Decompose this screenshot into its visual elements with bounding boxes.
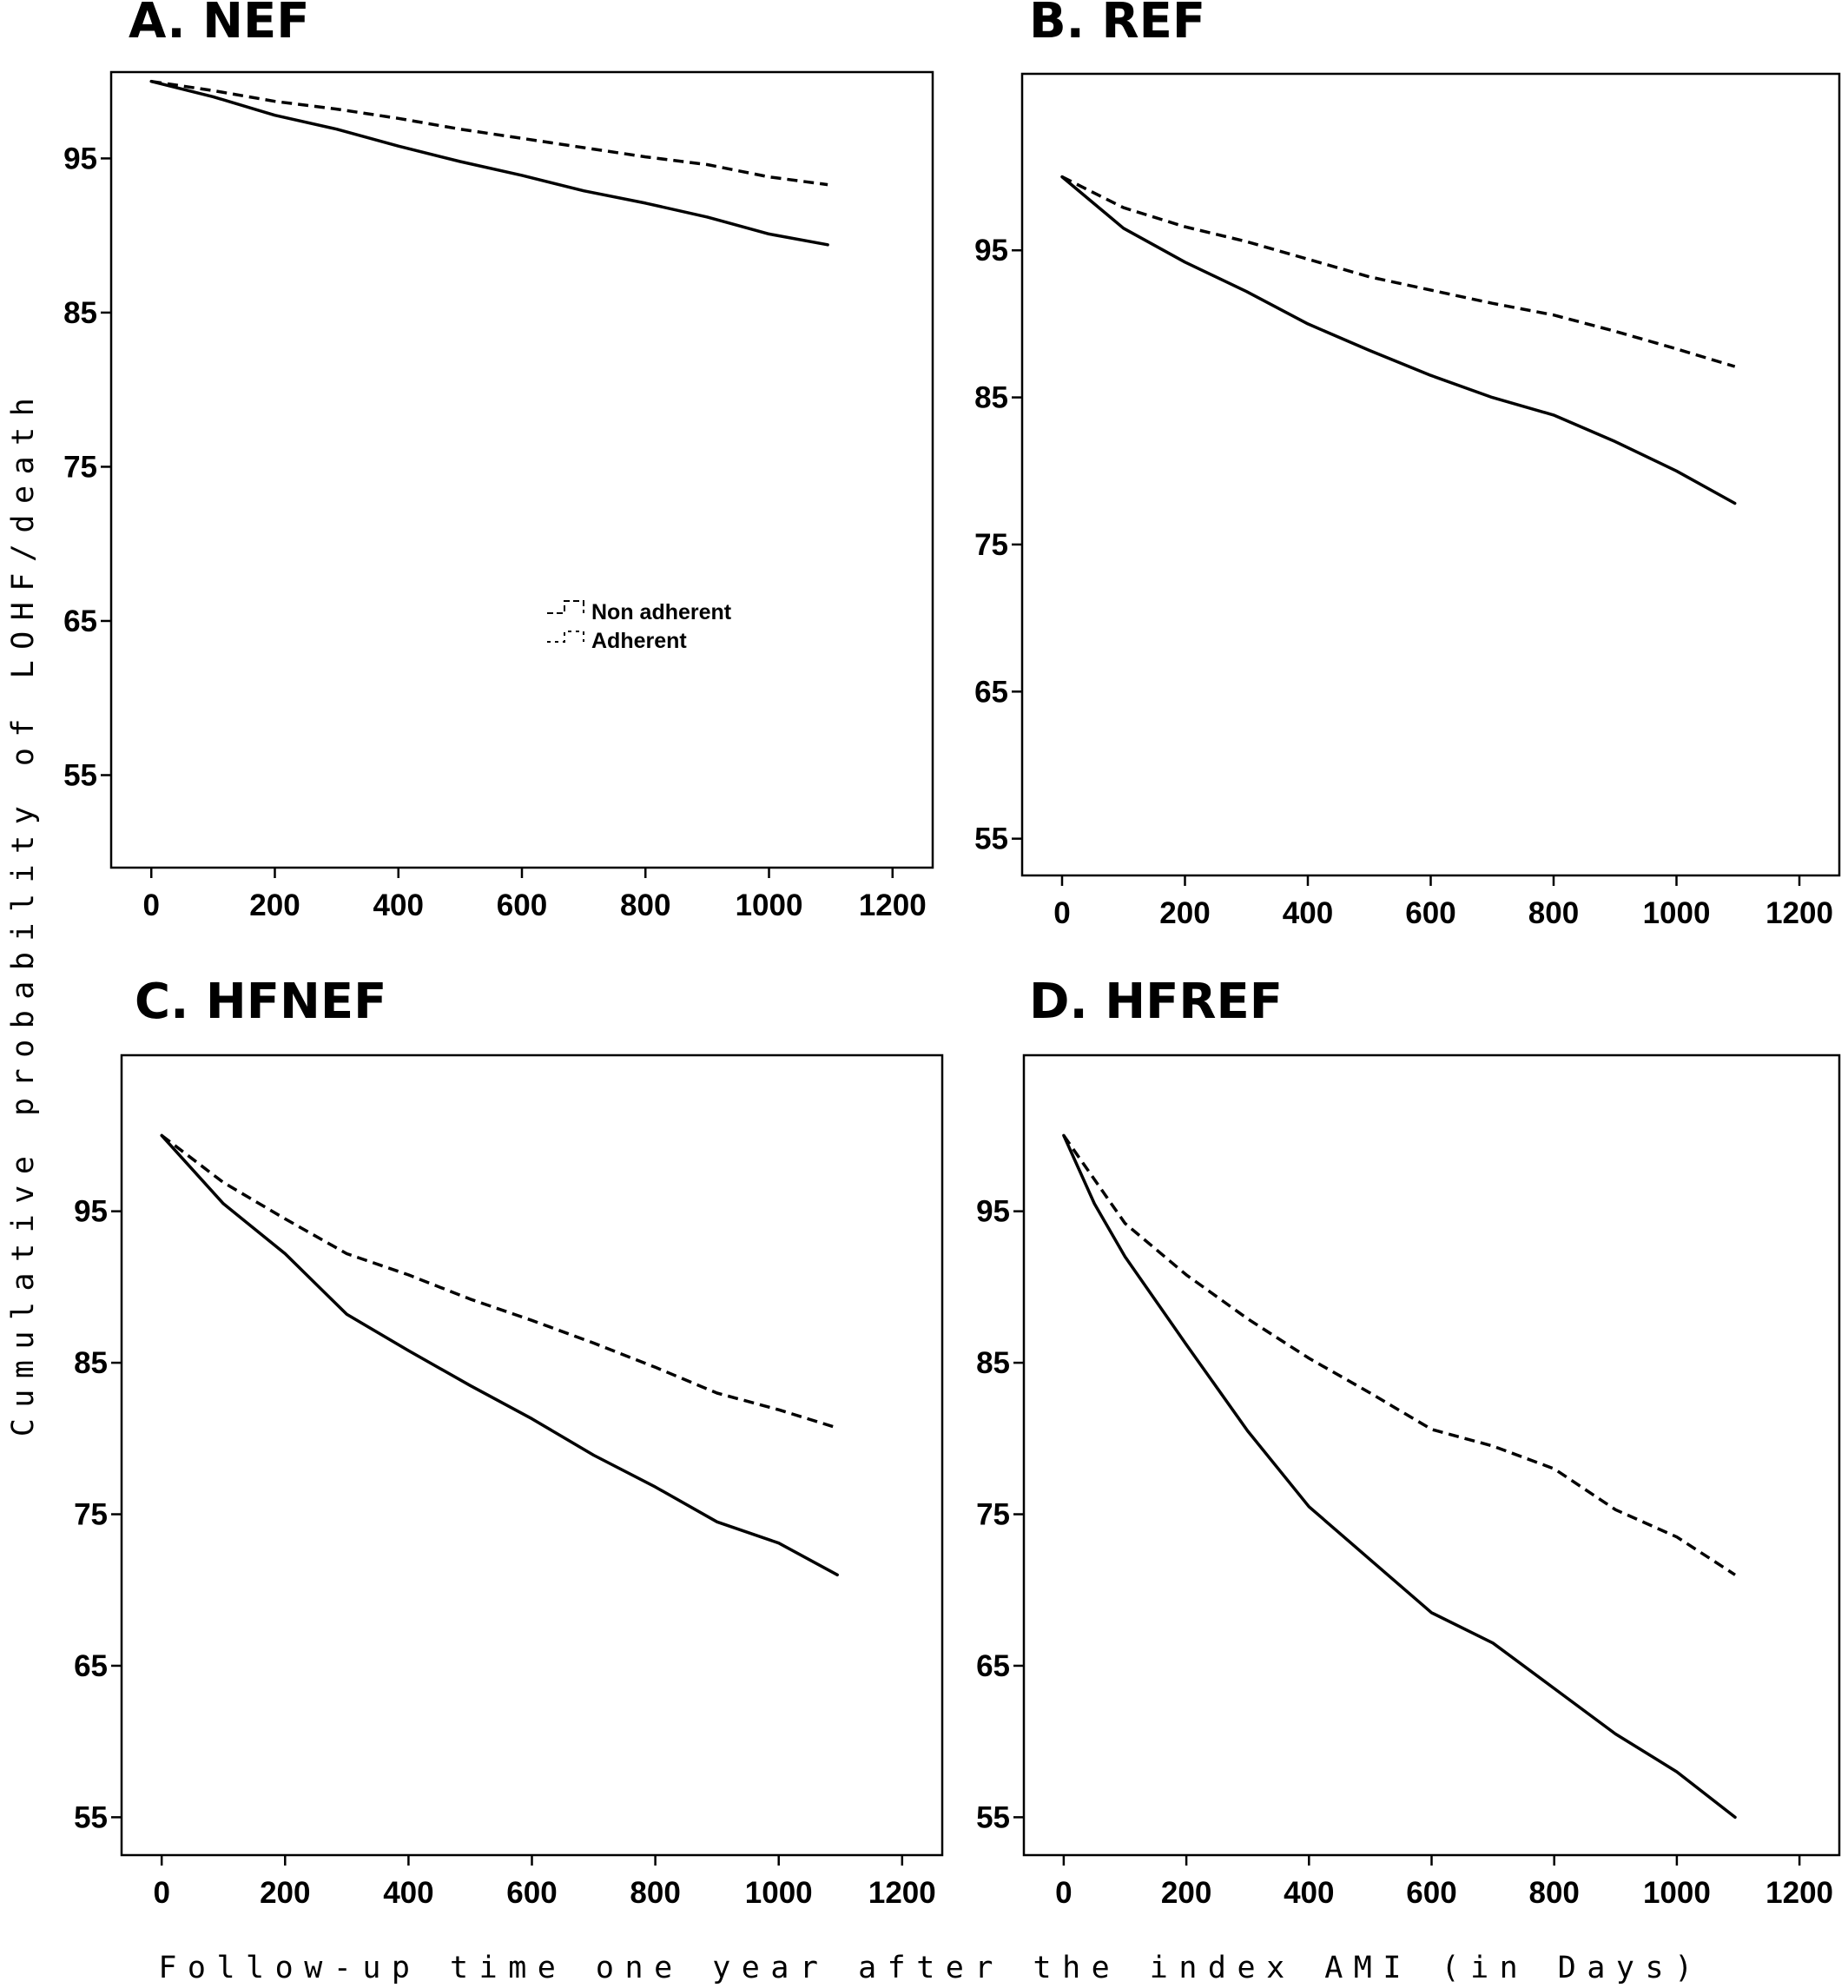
y-tick-label: 75 bbox=[63, 450, 97, 484]
panel-a: A. NEF 0 200 400 600 800 1000 1200 55 65 75 85 95 Non… bbox=[63, 0, 934, 922]
x-tick-label: 1000 bbox=[745, 1876, 813, 1910]
y-tick-label: 65 bbox=[63, 604, 97, 638]
y-tick-label: 55 bbox=[974, 822, 1008, 856]
y-axis-title: Cumulative probability of LOHF/death bbox=[6, 387, 41, 1437]
y-tick-label: 75 bbox=[74, 1498, 108, 1532]
x-tick-label: 800 bbox=[630, 1876, 680, 1910]
x-tick-label: 0 bbox=[1053, 896, 1070, 930]
y-tick-label: 65 bbox=[976, 1649, 1010, 1683]
y-tick-label: 95 bbox=[974, 234, 1008, 267]
x-tick-label: 800 bbox=[1528, 896, 1579, 930]
x-tick-label: 1200 bbox=[859, 888, 927, 922]
x-tick-label: 400 bbox=[383, 1876, 433, 1910]
panel-title: C. HFNEF bbox=[135, 974, 386, 1030]
adherent-line bbox=[1062, 1134, 1736, 1576]
x-tick-label: 1000 bbox=[1643, 1876, 1711, 1910]
y-tick-label: 65 bbox=[974, 675, 1008, 709]
non-adherent-line bbox=[1060, 175, 1737, 505]
y-tick-label: 85 bbox=[74, 1346, 108, 1380]
y-tick-label: 85 bbox=[976, 1346, 1010, 1380]
y-tick-label: 55 bbox=[976, 1800, 1010, 1834]
x-tick-label: 1200 bbox=[868, 1876, 936, 1910]
y-tick-label: 75 bbox=[974, 528, 1008, 562]
panel-title: D. HFREF bbox=[1029, 974, 1283, 1030]
x-tick-label: 600 bbox=[506, 1876, 557, 1910]
non-adherent-line bbox=[149, 79, 829, 247]
non-adherent-line bbox=[160, 1133, 839, 1577]
y-tick-label: 55 bbox=[74, 1800, 108, 1834]
x-tick-label: 1000 bbox=[736, 888, 803, 922]
x-tick-label: 400 bbox=[373, 888, 424, 922]
y-tick-label: 85 bbox=[63, 296, 97, 330]
adherent-line bbox=[1061, 175, 1736, 368]
panel-title: B. REF bbox=[1029, 0, 1205, 50]
y-tick-label: 95 bbox=[63, 142, 97, 175]
non-adherent-line bbox=[1062, 1133, 1737, 1820]
x-tick-label: 200 bbox=[249, 888, 300, 922]
x-tick-label: 200 bbox=[260, 1876, 310, 1910]
y-tick-label: 85 bbox=[974, 381, 1008, 415]
x-tick-label: 0 bbox=[142, 888, 159, 922]
x-tick-label: 0 bbox=[153, 1876, 169, 1910]
panel-title: A. NEF bbox=[129, 0, 310, 50]
y-tick-label: 65 bbox=[74, 1649, 108, 1683]
x-tick-label: 200 bbox=[1159, 896, 1210, 930]
panel-d: D. HFREF 0 200 400 600 800 1000 1200 55 65 75 85 95 bbox=[976, 974, 1841, 1910]
x-tick-label: 1000 bbox=[1643, 896, 1711, 930]
x-tick-label: 600 bbox=[1406, 1876, 1456, 1910]
x-tick-label: 200 bbox=[1161, 1876, 1211, 1910]
legend-label: Non adherent bbox=[591, 600, 732, 624]
x-tick-label: 400 bbox=[1283, 896, 1333, 930]
x-tick-label: 800 bbox=[620, 888, 670, 922]
x-axis-title: Follow-up time one year after the index … bbox=[158, 1951, 1703, 1985]
legend-swatch-adherent bbox=[547, 631, 584, 643]
x-tick-label: 400 bbox=[1284, 1876, 1334, 1910]
y-tick-label: 55 bbox=[63, 758, 97, 792]
x-tick-label: 0 bbox=[1055, 1876, 1072, 1910]
legend: Non adherent Adherent bbox=[547, 600, 732, 653]
x-tick-label: 600 bbox=[497, 888, 547, 922]
x-tick-label: 1200 bbox=[1766, 896, 1833, 930]
x-tick-label: 1200 bbox=[1766, 1876, 1833, 1910]
x-tick-label: 600 bbox=[1405, 896, 1455, 930]
legend-swatch-non-adherent bbox=[547, 600, 584, 614]
legend-label: Adherent bbox=[591, 629, 687, 653]
panel-b: B. REF 0 200 400 600 800 1000 1200 55 65 75 85 95 bbox=[974, 0, 1841, 930]
x-tick-label: 800 bbox=[1528, 1876, 1579, 1910]
y-tick-label: 95 bbox=[74, 1195, 108, 1229]
adherent-line bbox=[161, 1134, 838, 1430]
y-tick-label: 95 bbox=[976, 1195, 1010, 1229]
y-tick-label: 75 bbox=[976, 1498, 1010, 1532]
panel-c: C. HFNEF 0 200 400 600 800 1000 1200 55 65 75 85 95 bbox=[74, 974, 944, 1910]
